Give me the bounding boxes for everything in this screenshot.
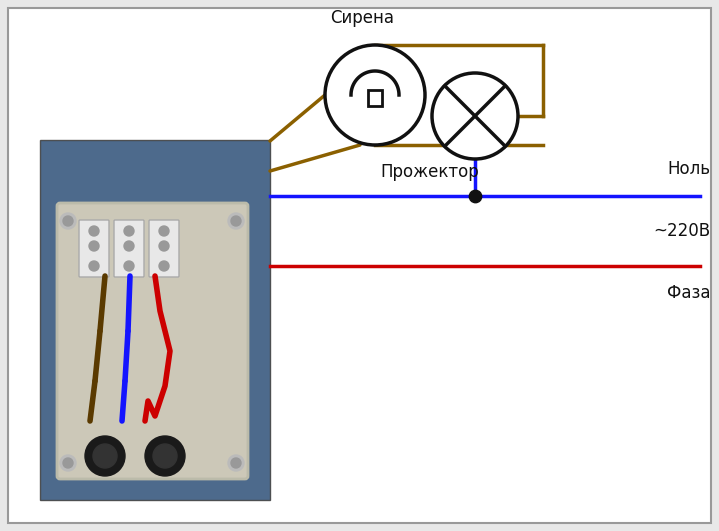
Circle shape: [63, 458, 73, 468]
Circle shape: [231, 216, 241, 226]
FancyBboxPatch shape: [8, 8, 711, 523]
Circle shape: [231, 458, 241, 468]
Text: Ноль: Ноль: [667, 160, 710, 178]
Circle shape: [159, 226, 169, 236]
Circle shape: [60, 455, 76, 471]
Circle shape: [228, 213, 244, 229]
Circle shape: [93, 444, 117, 468]
FancyBboxPatch shape: [149, 220, 179, 277]
Text: Сирена: Сирена: [330, 9, 394, 27]
Circle shape: [63, 216, 73, 226]
Circle shape: [85, 436, 125, 476]
Text: Прожектор: Прожектор: [380, 163, 479, 181]
Circle shape: [124, 241, 134, 251]
Text: ~220В: ~220В: [653, 222, 710, 240]
Circle shape: [124, 226, 134, 236]
Point: [470, 192, 481, 200]
Circle shape: [145, 436, 185, 476]
FancyBboxPatch shape: [114, 220, 144, 277]
Circle shape: [432, 73, 518, 159]
Circle shape: [124, 261, 134, 271]
Circle shape: [153, 444, 177, 468]
FancyBboxPatch shape: [57, 203, 248, 479]
FancyBboxPatch shape: [79, 220, 109, 277]
Bar: [368, 90, 382, 106]
FancyBboxPatch shape: [40, 140, 270, 500]
Circle shape: [60, 213, 76, 229]
Circle shape: [159, 241, 169, 251]
Circle shape: [159, 261, 169, 271]
Circle shape: [228, 455, 244, 471]
Circle shape: [89, 241, 99, 251]
Circle shape: [89, 226, 99, 236]
Circle shape: [325, 45, 425, 145]
Circle shape: [89, 261, 99, 271]
Text: Фаза: Фаза: [667, 284, 710, 302]
